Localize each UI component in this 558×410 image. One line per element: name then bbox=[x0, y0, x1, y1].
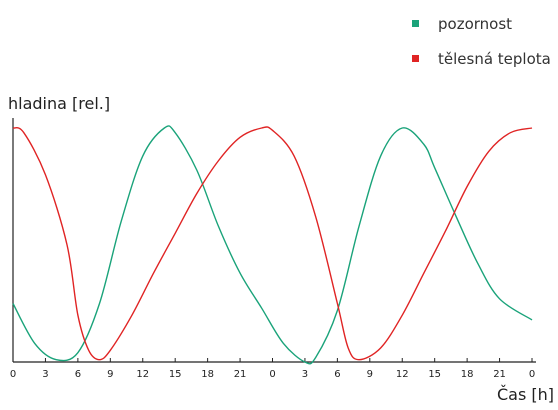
x-tick-label: 9 bbox=[107, 369, 113, 380]
x-axis-label: Čas [h] bbox=[496, 385, 554, 404]
legend-swatch-telesna-teplota bbox=[412, 55, 419, 62]
x-tick-label: 21 bbox=[234, 369, 247, 380]
legend-label-telesna-teplota: tělesná teplota bbox=[438, 50, 551, 68]
x-tick-label: 0 bbox=[269, 369, 275, 380]
x-tick-label: 18 bbox=[461, 369, 474, 380]
x-axis-ticks: 0 3 6 9 12 15 18 21 0 3 6 9 12 15 18 21 0 bbox=[10, 358, 535, 380]
x-tick-label: 0 bbox=[10, 369, 16, 380]
legend-label-pozornost: pozornost bbox=[438, 15, 513, 33]
x-tick-label: 6 bbox=[75, 369, 81, 380]
legend-swatch-pozornost bbox=[412, 20, 419, 27]
series-line-pozornost bbox=[12, 125, 533, 365]
x-tick-label: 15 bbox=[428, 369, 441, 380]
x-tick-label: 12 bbox=[136, 369, 149, 380]
x-tick-label: 3 bbox=[42, 369, 48, 380]
legend: pozornost tělesná teplota bbox=[412, 14, 552, 84]
legend-item-pozornost: pozornost bbox=[412, 14, 552, 35]
x-tick-label: 12 bbox=[396, 369, 409, 380]
series-line-telesna-teplota bbox=[12, 126, 533, 361]
chart-axes bbox=[12, 118, 536, 363]
x-tick-label: 6 bbox=[334, 369, 340, 380]
chart-series bbox=[12, 125, 533, 365]
y-axis-label: hladina [rel.] bbox=[8, 94, 111, 113]
x-tick-label: 18 bbox=[201, 369, 214, 380]
x-tick-label: 15 bbox=[169, 369, 182, 380]
x-tick-label: 3 bbox=[302, 369, 308, 380]
x-tick-label: 21 bbox=[493, 369, 506, 380]
legend-item-telesna-teplota: tělesná teplota bbox=[412, 49, 552, 70]
x-tick-label: 9 bbox=[367, 369, 373, 380]
x-tick-label: 0 bbox=[529, 369, 535, 380]
